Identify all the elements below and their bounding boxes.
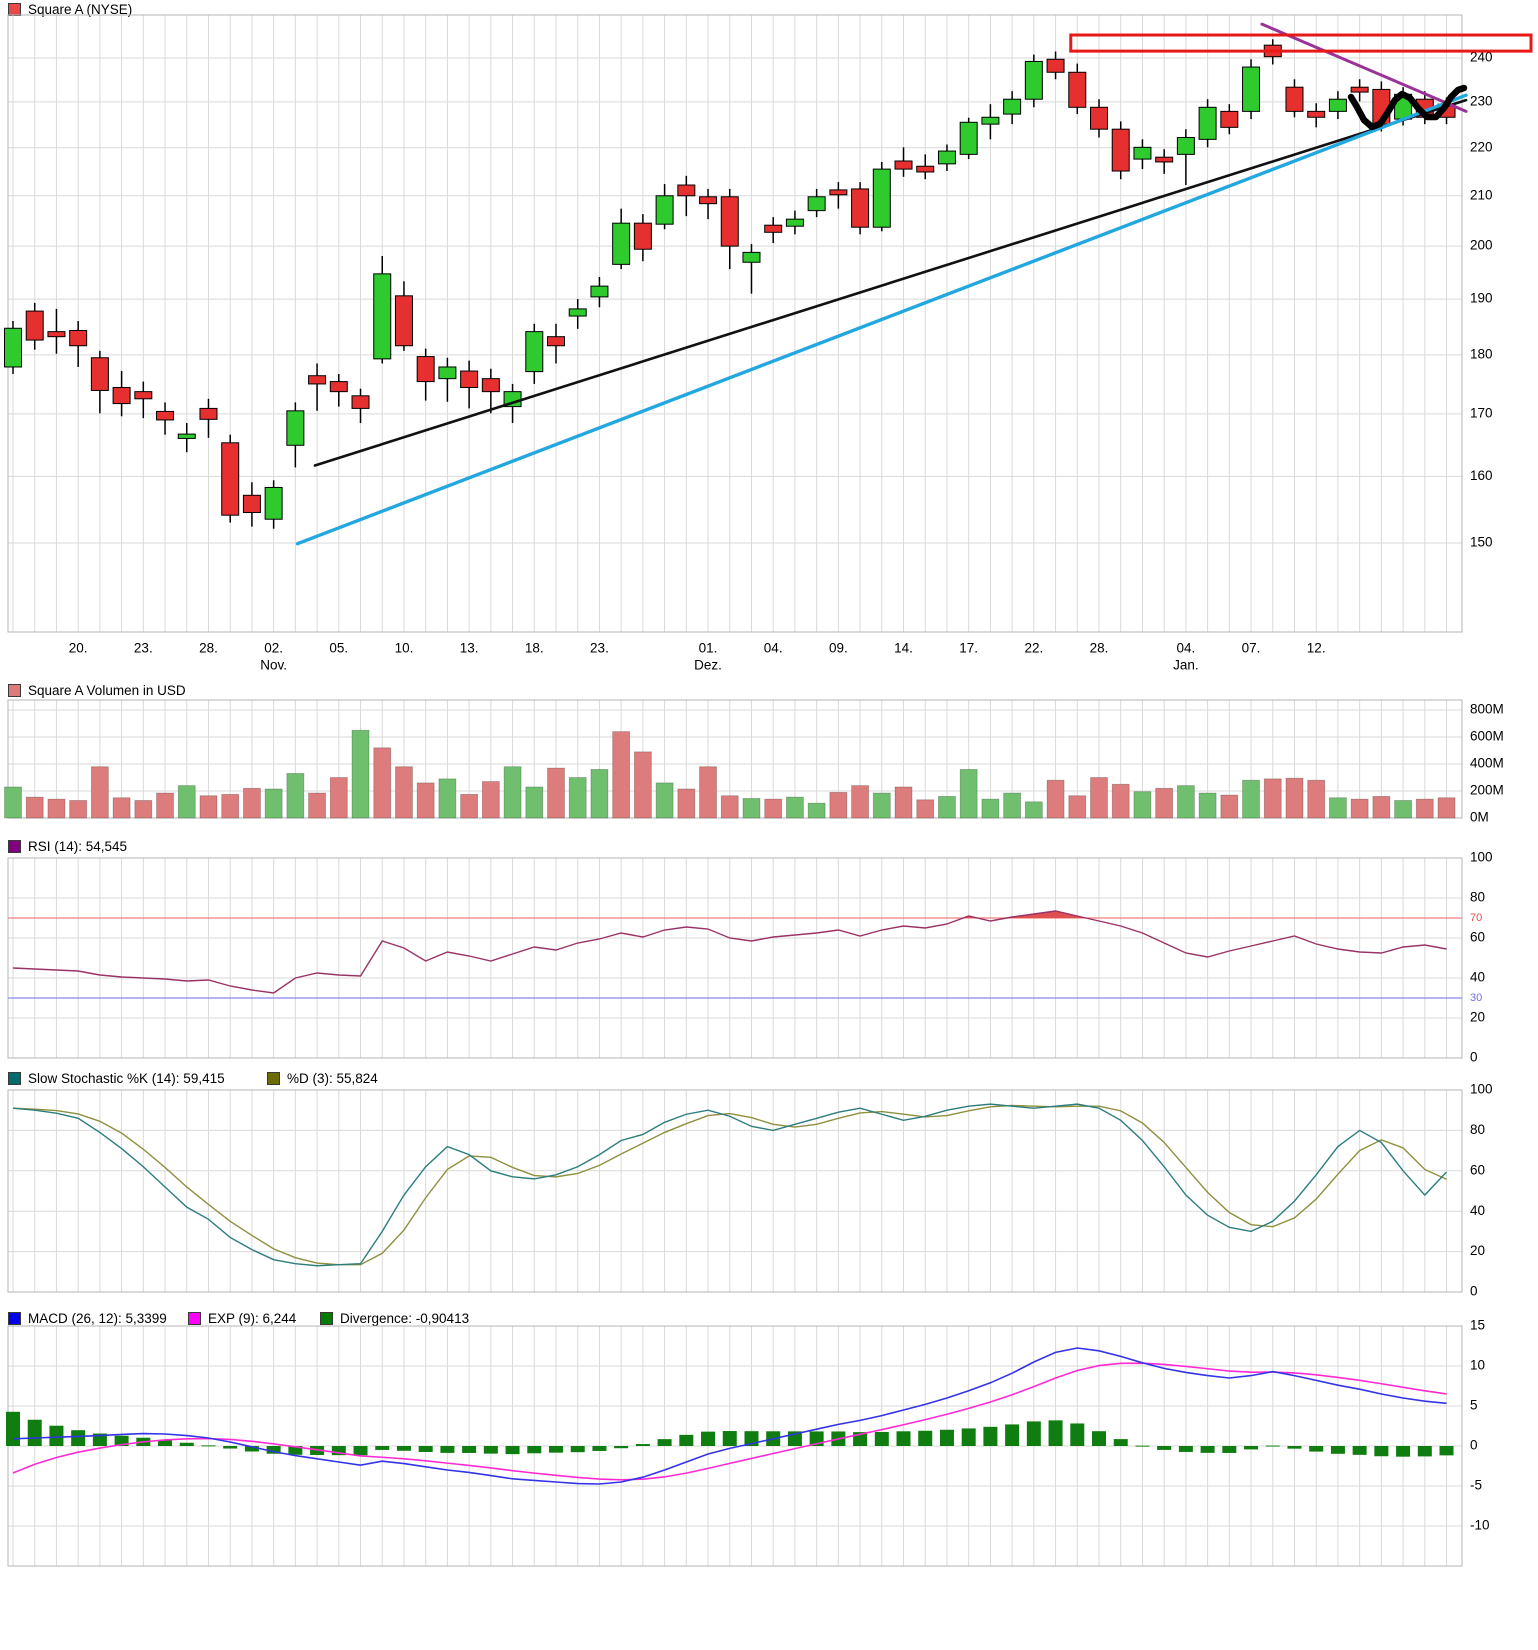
svg-text:-10: -10 [1470,1518,1490,1533]
svg-text:60: 60 [1470,1162,1485,1177]
rsi-legend-label: RSI (14): 54,545 [28,839,128,854]
volume-legend-swatch-icon [8,684,21,697]
svg-text:70: 70 [1470,912,1482,924]
svg-text:0: 0 [1470,1284,1478,1299]
svg-text:18.: 18. [525,641,544,656]
stochastic-d-label: %D (3): 55,824 [287,1071,378,1086]
divergence-label: Divergence: -0,90413 [340,1311,470,1326]
svg-text:10.: 10. [395,641,414,656]
svg-text:150: 150 [1470,535,1493,550]
svg-text:60: 60 [1470,930,1485,945]
macd-swatch-icon [8,1312,21,1325]
svg-text:07.: 07. [1242,641,1261,656]
svg-text:600M: 600M [1470,729,1504,744]
svg-text:22.: 22. [1024,641,1043,656]
svg-text:05.: 05. [329,641,348,656]
svg-text:180: 180 [1470,346,1493,361]
svg-text:160: 160 [1470,468,1493,483]
svg-text:23.: 23. [134,641,153,656]
svg-text:40: 40 [1470,1203,1485,1218]
stochastic-d-legend: %D (3): 55,824 [267,1071,378,1086]
svg-text:15: 15 [1470,1318,1485,1333]
rsi-legend-swatch-icon [8,840,21,853]
svg-text:28.: 28. [1090,641,1109,656]
svg-text:240: 240 [1470,50,1493,65]
divergence-swatch-icon [320,1312,333,1325]
svg-text:400M: 400M [1470,756,1504,771]
price-legend: Square A (NYSE) [8,2,132,17]
svg-text:17.: 17. [959,641,978,656]
svg-text:Nov.: Nov. [260,658,287,673]
svg-text:04.: 04. [1176,641,1195,656]
svg-text:09.: 09. [829,641,848,656]
svg-text:80: 80 [1470,890,1485,905]
svg-text:13.: 13. [460,641,479,656]
svg-text:170: 170 [1470,405,1493,420]
stochastic-k-legend: Slow Stochastic %K (14): 59,415 [8,1071,225,1086]
svg-text:40: 40 [1470,970,1485,985]
volume-legend-label: Square A Volumen in USD [28,683,186,698]
svg-text:0: 0 [1470,1438,1478,1453]
svg-text:20.: 20. [69,641,88,656]
stochastic-k-label: Slow Stochastic %K (14): 59,415 [28,1071,225,1086]
svg-text:02.: 02. [264,641,283,656]
exp-swatch-icon [188,1312,201,1325]
svg-text:80: 80 [1470,1122,1485,1137]
macd-legend: MACD (26, 12): 5,3399 [8,1311,167,1326]
svg-text:220: 220 [1470,139,1493,154]
volume-legend: Square A Volumen in USD [8,683,186,698]
svg-text:12.: 12. [1307,641,1326,656]
svg-text:200: 200 [1470,238,1493,253]
rsi-legend: RSI (14): 54,545 [8,839,127,854]
svg-text:100: 100 [1470,850,1493,865]
svg-text:20: 20 [1470,1243,1485,1258]
svg-text:210: 210 [1470,187,1493,202]
svg-text:190: 190 [1470,291,1493,306]
svg-text:-5: -5 [1470,1478,1482,1493]
svg-text:5: 5 [1470,1398,1478,1413]
svg-text:23.: 23. [590,641,609,656]
stochastic-d-swatch-icon [267,1072,280,1085]
svg-text:0M: 0M [1470,810,1489,825]
svg-text:200M: 200M [1470,783,1504,798]
svg-text:Dez.: Dez. [694,658,722,673]
svg-text:800M: 800M [1470,702,1504,717]
svg-text:04.: 04. [764,641,783,656]
svg-text:28.: 28. [199,641,218,656]
macd-label: MACD (26, 12): 5,3399 [28,1311,167,1326]
svg-text:0: 0 [1470,1050,1478,1065]
svg-text:14.: 14. [894,641,913,656]
exp-legend: EXP (9): 6,244 [188,1311,296,1326]
svg-text:10: 10 [1470,1358,1485,1373]
svg-text:Jan.: Jan. [1173,658,1199,673]
svg-text:30: 30 [1470,992,1482,1004]
svg-text:20: 20 [1470,1010,1485,1025]
price-legend-label: Square A (NYSE) [28,2,133,17]
stochastic-k-swatch-icon [8,1072,21,1085]
divergence-legend: Divergence: -0,90413 [320,1311,469,1326]
svg-text:01.: 01. [699,641,718,656]
exp-label: EXP (9): 6,244 [208,1311,297,1326]
svg-text:100: 100 [1470,1082,1493,1097]
svg-text:230: 230 [1470,93,1493,108]
